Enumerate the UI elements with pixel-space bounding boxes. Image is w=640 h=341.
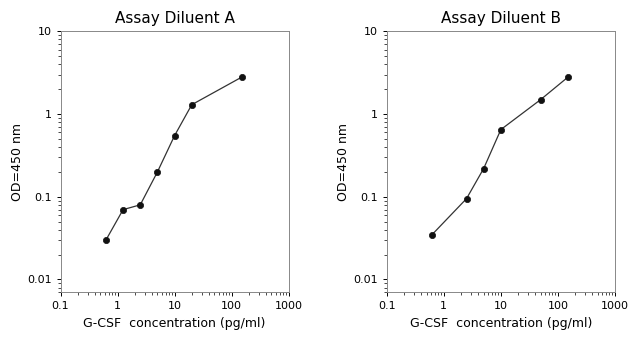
Y-axis label: OD=450 nm: OD=450 nm — [337, 123, 350, 201]
X-axis label: G-CSF  concentration (pg/ml): G-CSF concentration (pg/ml) — [410, 317, 592, 330]
Title: Assay Diluent B: Assay Diluent B — [441, 11, 561, 26]
Title: Assay Diluent A: Assay Diluent A — [115, 11, 234, 26]
Y-axis label: OD=450 nm: OD=450 nm — [11, 123, 24, 201]
X-axis label: G-CSF  concentration (pg/ml): G-CSF concentration (pg/ml) — [83, 317, 266, 330]
